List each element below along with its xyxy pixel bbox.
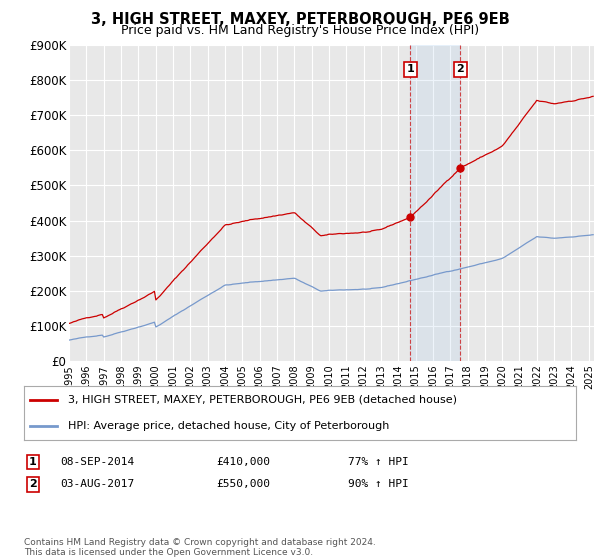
Text: 3, HIGH STREET, MAXEY, PETERBOROUGH, PE6 9EB (detached house): 3, HIGH STREET, MAXEY, PETERBOROUGH, PE6… xyxy=(68,395,457,405)
Text: 77% ↑ HPI: 77% ↑ HPI xyxy=(348,457,409,467)
Text: HPI: Average price, detached house, City of Peterborough: HPI: Average price, detached house, City… xyxy=(68,421,389,431)
Text: Contains HM Land Registry data © Crown copyright and database right 2024.
This d: Contains HM Land Registry data © Crown c… xyxy=(24,538,376,557)
Text: Price paid vs. HM Land Registry's House Price Index (HPI): Price paid vs. HM Land Registry's House … xyxy=(121,24,479,36)
Text: £550,000: £550,000 xyxy=(216,479,270,489)
Text: 2: 2 xyxy=(29,479,37,489)
Text: 1: 1 xyxy=(406,64,414,74)
Bar xyxy=(410,45,460,361)
Text: 08-SEP-2014: 08-SEP-2014 xyxy=(60,457,134,467)
Text: £410,000: £410,000 xyxy=(216,457,270,467)
Text: 03-AUG-2017: 03-AUG-2017 xyxy=(60,479,134,489)
Text: 90% ↑ HPI: 90% ↑ HPI xyxy=(348,479,409,489)
Text: 1: 1 xyxy=(29,457,37,467)
Text: 3, HIGH STREET, MAXEY, PETERBOROUGH, PE6 9EB: 3, HIGH STREET, MAXEY, PETERBOROUGH, PE6… xyxy=(91,12,509,27)
Text: 2: 2 xyxy=(457,64,464,74)
